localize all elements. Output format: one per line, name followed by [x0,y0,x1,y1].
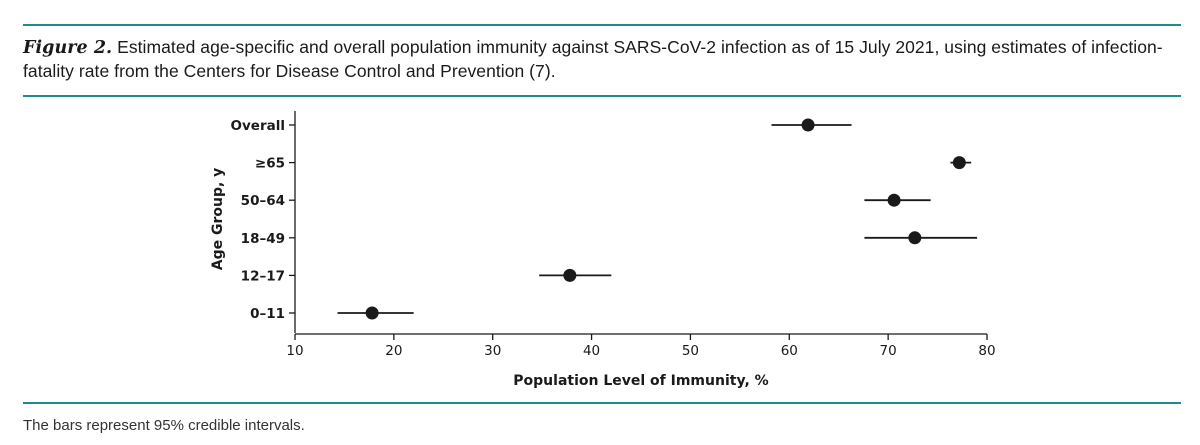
x-tick-label: 20 [385,343,402,359]
figure-caption: Figure 2. Estimated age-specific and ove… [23,36,1183,83]
x-tick-label: 30 [484,343,501,359]
x-tick-label: 40 [583,343,600,359]
figure-label: Figure 2. [23,38,113,58]
y-axis-title: Age Group, y [210,168,226,271]
x-axis-title: Population Level of Immunity, % [513,373,768,389]
x-tick-label: 80 [978,343,995,359]
footnote: The bars represent 95% credible interval… [23,417,305,434]
point-estimate [365,306,379,320]
y-tick-label: Overall [231,118,285,134]
x-axis: 10 20 30 40 50 60 70 80 [286,333,996,359]
point-estimate [801,118,815,132]
y-tick-label: 50–64 [241,193,285,209]
immunity-chart: Overall ≥65 50–64 18–49 12–17 0–11 10 20 30 40 50… [210,111,996,389]
top-rule [23,24,1181,26]
point-estimate [908,231,922,245]
x-tick-label: 10 [286,343,303,359]
point-estimate [952,156,966,170]
y-axis: Overall ≥65 50–64 18–49 12–17 0–11 [231,111,296,333]
x-tick-label: 70 [880,343,897,359]
data-series [337,118,978,320]
footnote-rule [23,402,1181,404]
point-estimate [563,268,577,282]
figure-caption-text: Estimated age-specific and overall popul… [23,37,1163,81]
point-estimate [887,193,901,207]
x-tick-label: 60 [781,343,798,359]
y-tick-label: 12–17 [241,268,285,284]
y-tick-label: 0–11 [250,306,285,322]
caption-rule [23,95,1181,97]
y-tick-label: ≥65 [255,156,285,172]
x-tick-label: 50 [682,343,699,359]
y-tick-label: 18–49 [241,231,285,247]
